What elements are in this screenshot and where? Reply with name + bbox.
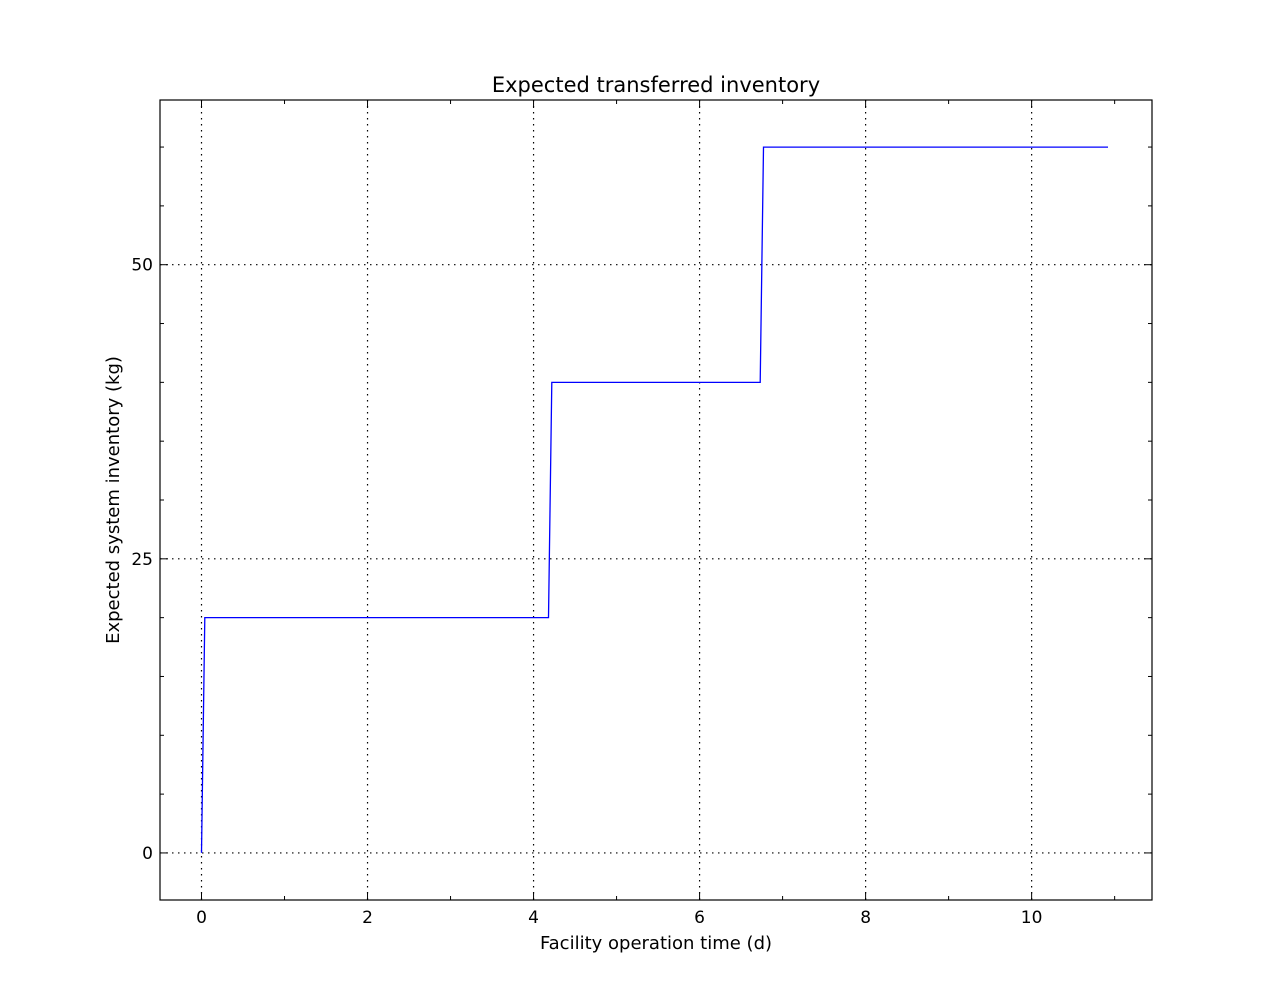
x-tick-label: 10 [1021, 908, 1043, 928]
x-axis-title: Facility operation time (d) [540, 933, 772, 954]
y-axis-title: Expected system inventory (kg) [103, 356, 124, 644]
x-tick-label: 6 [694, 908, 705, 928]
ticks [160, 100, 1152, 900]
x-tick-label: 2 [362, 908, 373, 928]
y-tick-label: 25 [131, 550, 153, 570]
plot-frame [159, 99, 1153, 901]
series [200, 146, 1108, 853]
series-line [200, 146, 1108, 853]
grid [160, 100, 1152, 900]
x-tick-label: 0 [196, 908, 207, 928]
chart-title: Expected transferred inventory [492, 73, 820, 97]
tick-labels: 0 2 4 6 8 10 0 25 50 [131, 256, 1042, 928]
y-tick-label: 0 [142, 844, 153, 864]
y-tick-label: 50 [131, 256, 153, 276]
x-tick-label: 4 [528, 908, 539, 928]
x-tick-label: 8 [860, 908, 871, 928]
